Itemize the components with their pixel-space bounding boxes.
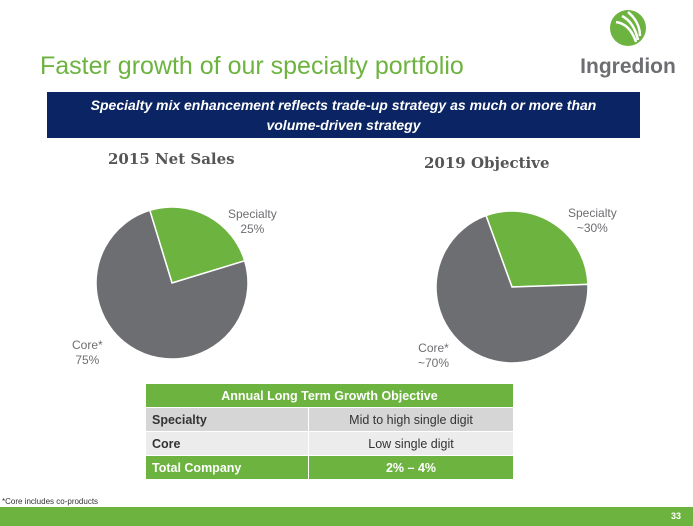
table-header: Annual Long Term Growth Objective — [145, 383, 514, 408]
pie1-slice-core — [95, 209, 249, 360]
pie1-core-label: Core* 75% — [72, 338, 103, 367]
logo-text: Ingredion — [580, 55, 676, 78]
pie1-specialty-label: Specialty 25% — [228, 207, 277, 236]
pie2-core-label: Core* ~70% — [418, 341, 450, 370]
banner-line-2: volume-driven strategy — [266, 117, 421, 133]
key-message-banner: Specialty mix enhancement reflects trade… — [47, 92, 640, 138]
table-row: Core Low single digit — [145, 431, 514, 456]
growth-objective-table: Annual Long Term Growth Objective Specia… — [145, 383, 514, 480]
table-row: Specialty Mid to high single digit — [145, 407, 514, 432]
ingredion-logo: Ingredion — [578, 8, 678, 79]
leaf-logo-icon — [610, 10, 646, 46]
slide-title: Faster growth of our specialty portfolio — [40, 52, 464, 80]
pie2-specialty-label: Specialty ~30% — [568, 206, 617, 235]
banner-line-1: Specialty mix enhancement reflects trade… — [90, 97, 597, 113]
chart-title-2015: 2015 Net Sales — [108, 150, 235, 168]
table-row: Total Company 2% – 4% — [145, 455, 514, 480]
page-number: 33 — [670, 511, 681, 521]
chart-title-2019: 2019 Objective — [424, 154, 550, 172]
footnote: *Core includes co-products — [2, 497, 99, 506]
footer-bar — [0, 507, 693, 526]
pie1-slice-specialty — [148, 206, 246, 284]
pie2-slice-core — [435, 214, 589, 364]
pie2-slice-specialty — [485, 210, 589, 288]
